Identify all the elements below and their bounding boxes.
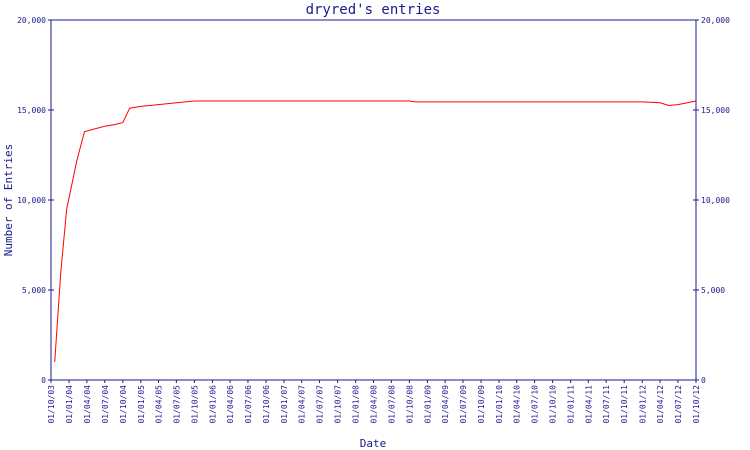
y-tick-label-right: 15,000 xyxy=(701,106,730,115)
x-tick-label: 01/01/12 xyxy=(638,385,647,424)
x-tick-label: 01/04/10 xyxy=(513,385,522,424)
x-tick-label: 01/07/12 xyxy=(674,385,683,424)
y-tick-label-left: 10,000 xyxy=(17,196,46,205)
x-axis-label: Date xyxy=(360,437,387,450)
y-tick-label-left: 20,000 xyxy=(17,16,46,25)
x-tick-label: 01/07/08 xyxy=(387,385,396,424)
x-tick-label: 01/10/09 xyxy=(477,385,486,424)
y-tick-label-right: 20,000 xyxy=(701,16,730,25)
y-tick-label-left: 0 xyxy=(41,376,46,385)
y-tick-label-right: 0 xyxy=(701,376,706,385)
x-tick-label: 01/01/08 xyxy=(352,385,361,424)
x-tick-label: 01/04/09 xyxy=(441,385,450,424)
x-tick-label: 01/01/05 xyxy=(137,385,146,424)
series-line xyxy=(54,100,697,363)
x-tick-label: 01/07/10 xyxy=(531,385,540,424)
y-tick-label-right: 5,000 xyxy=(701,286,725,295)
x-tick-label: 01/07/04 xyxy=(101,385,110,424)
x-tick-label: 01/07/11 xyxy=(602,385,611,424)
x-tick-label: 01/07/06 xyxy=(244,385,253,424)
y-axis-label: Number of Entries xyxy=(2,144,15,257)
x-tick-label: 01/01/09 xyxy=(423,385,432,424)
x-tick-label: 01/04/12 xyxy=(656,385,665,424)
x-tick-label: 01/10/03 xyxy=(47,385,56,424)
x-tick-label: 01/01/11 xyxy=(567,385,576,424)
x-tick-label: 01/04/08 xyxy=(370,385,379,424)
x-tick-label: 01/04/04 xyxy=(83,385,92,424)
y-tick-label-left: 15,000 xyxy=(17,106,46,115)
x-tick-label: 01/10/10 xyxy=(549,385,558,424)
x-tick-label: 01/07/09 xyxy=(459,385,468,424)
x-tick-label: 01/10/08 xyxy=(405,385,414,424)
x-tick-label: 01/01/07 xyxy=(280,385,289,424)
x-tick-label: 01/04/11 xyxy=(584,385,593,424)
x-tick-label: 01/10/12 xyxy=(692,385,701,424)
x-tick-label: 01/10/07 xyxy=(334,385,343,424)
x-tick-label: 01/01/04 xyxy=(65,385,74,424)
x-tick-label: 01/07/07 xyxy=(316,385,325,424)
x-tick-label: 01/04/06 xyxy=(226,385,235,424)
x-tick-label: 01/10/06 xyxy=(262,385,271,424)
x-tick-label: 01/10/04 xyxy=(119,385,128,424)
x-tick-label: 01/10/05 xyxy=(190,385,199,424)
x-ticks: 01/10/03 01/01/04 01/04/04 01/07/04 01/10/04… xyxy=(47,380,701,424)
x-tick-label: 01/01/10 xyxy=(495,385,504,424)
x-tick-label: 01/10/11 xyxy=(620,385,629,424)
y-tick-label-left: 5,000 xyxy=(22,286,46,295)
x-tick-label: 01/01/06 xyxy=(208,385,217,424)
series-layer xyxy=(54,100,697,363)
x-tick-label: 01/04/07 xyxy=(298,385,307,424)
y-ticks: 0 0 5,000 5,000 10,000 10,000 15,000 15,000 20,0… xyxy=(17,16,730,385)
y-tick-label-right: 10,000 xyxy=(701,196,730,205)
chart-title: dryred's entries xyxy=(306,2,441,18)
x-tick-label: 01/04/05 xyxy=(155,385,164,424)
x-tick-label: 01/07/05 xyxy=(172,385,181,424)
